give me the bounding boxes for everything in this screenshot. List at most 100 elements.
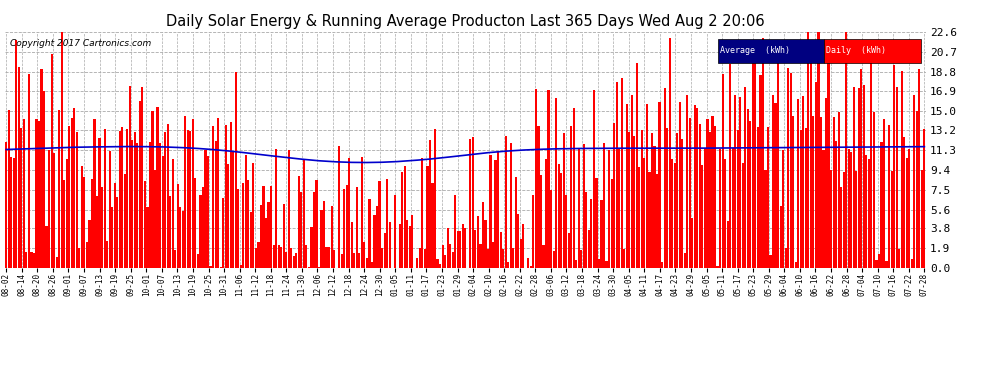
Bar (727, 220, 729, 268)
Bar (313, 192, 315, 268)
Bar (888, 124, 890, 268)
Bar (608, 150, 610, 268)
Bar (810, 53, 812, 268)
Bar (326, 247, 328, 268)
Bar (207, 156, 209, 268)
Bar (880, 142, 882, 268)
Bar (49, 150, 50, 268)
Bar (303, 160, 305, 268)
Bar (394, 195, 396, 268)
Bar (184, 116, 186, 268)
Bar (502, 249, 504, 268)
Bar (585, 192, 587, 268)
Bar (562, 133, 564, 268)
Bar (875, 260, 877, 268)
Bar (310, 227, 313, 268)
Bar (903, 137, 905, 268)
Bar (114, 183, 116, 268)
Bar (790, 73, 792, 268)
Bar (378, 180, 380, 268)
Bar (512, 248, 514, 268)
Bar (691, 218, 693, 268)
Bar (828, 57, 830, 268)
Bar (842, 172, 844, 268)
Bar (855, 171, 857, 268)
Bar (729, 64, 732, 268)
Bar (712, 116, 714, 268)
Bar (43, 90, 46, 268)
Bar (445, 255, 446, 268)
Bar (593, 90, 595, 268)
Bar (222, 198, 224, 268)
Bar (560, 173, 562, 268)
Bar (666, 128, 668, 268)
Bar (227, 164, 230, 268)
Bar (838, 112, 840, 268)
Bar (544, 159, 547, 268)
Bar (381, 248, 383, 268)
Bar (862, 85, 865, 268)
Bar (650, 133, 653, 268)
Bar (46, 226, 48, 268)
Bar (825, 39, 921, 63)
Bar (740, 97, 742, 268)
Bar (694, 105, 696, 268)
Bar (406, 220, 408, 268)
Bar (288, 150, 290, 268)
Bar (33, 253, 35, 268)
Bar (785, 248, 787, 268)
Bar (663, 88, 665, 268)
Bar (833, 117, 835, 268)
Bar (137, 143, 139, 268)
Bar (714, 126, 716, 268)
Bar (779, 206, 782, 268)
Bar (121, 127, 124, 268)
Bar (10, 157, 12, 268)
Bar (658, 102, 660, 268)
Bar (446, 228, 448, 268)
Bar (350, 222, 352, 268)
Bar (439, 264, 442, 268)
Bar (870, 45, 872, 268)
Bar (339, 146, 341, 268)
Bar (86, 242, 88, 268)
Bar (15, 40, 18, 268)
Bar (371, 262, 373, 268)
Bar (41, 69, 43, 268)
Bar (202, 187, 204, 268)
Bar (225, 124, 227, 268)
Bar (641, 130, 643, 268)
Bar (456, 231, 458, 268)
Bar (601, 200, 603, 268)
Bar (358, 254, 360, 268)
Bar (772, 95, 774, 268)
Bar (116, 197, 118, 268)
Bar (31, 252, 33, 268)
Bar (885, 261, 888, 268)
Bar (868, 159, 870, 268)
Bar (754, 55, 756, 268)
Bar (835, 141, 838, 268)
Bar (671, 159, 673, 268)
Bar (144, 181, 146, 268)
Bar (174, 250, 176, 268)
Bar (507, 262, 509, 268)
Bar (220, 267, 222, 268)
Bar (735, 95, 737, 268)
Bar (83, 177, 85, 268)
Bar (629, 132, 631, 268)
Bar (449, 244, 451, 268)
Bar (451, 252, 453, 268)
Bar (290, 248, 292, 268)
Bar (20, 128, 23, 268)
Bar (235, 72, 237, 268)
Bar (217, 118, 219, 268)
Bar (543, 245, 545, 268)
Bar (653, 146, 655, 268)
Bar (240, 264, 242, 268)
Bar (648, 172, 650, 268)
Bar (575, 261, 577, 268)
Bar (621, 78, 623, 268)
Bar (346, 185, 347, 268)
Title: Daily Solar Energy & Running Average Producton Last 365 Days Wed Aug 2 20:06: Daily Solar Energy & Running Average Pro… (166, 14, 764, 29)
